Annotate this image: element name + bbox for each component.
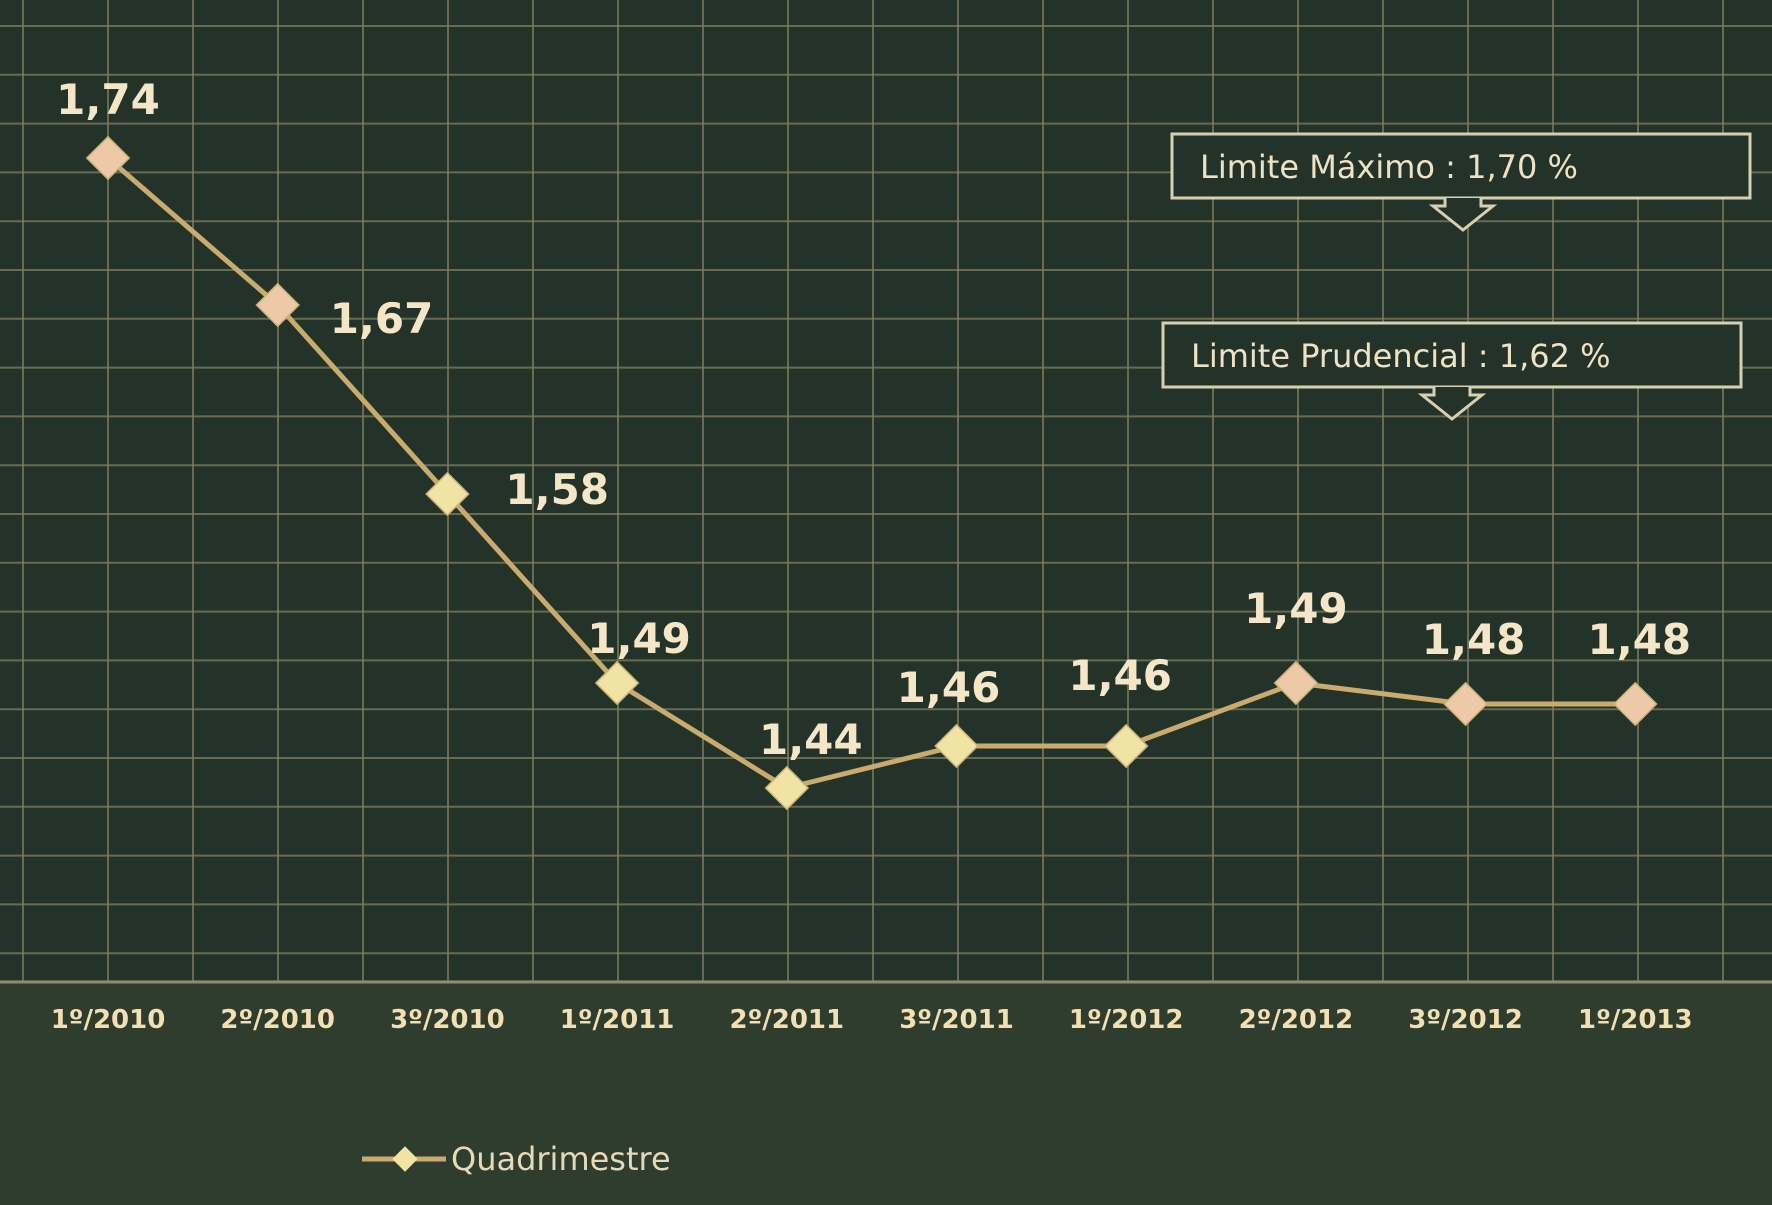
data-label: 1,67 — [330, 294, 434, 343]
legend-label: Quadrimestre — [451, 1140, 671, 1178]
data-label: 1,44 — [759, 715, 863, 764]
data-label: 1,74 — [56, 75, 160, 124]
limit-lines: Limite Máximo : 1,70 % Limite Prudencial … — [0, 132, 1772, 458]
limit-callout-arrow — [1428, 198, 1498, 232]
data-label: 1,49 — [587, 614, 691, 663]
data-label: 1,46 — [1068, 651, 1172, 700]
x-tick-label: 1º/2013 — [1578, 1005, 1693, 1035]
x-tick-label: 3º/2012 — [1408, 1005, 1523, 1035]
data-point-marker — [1273, 660, 1319, 706]
x-tick-label: 2º/2010 — [220, 1005, 335, 1035]
data-label: 1,58 — [505, 465, 609, 514]
x-tick-label: 3º/2010 — [390, 1005, 505, 1035]
data-point-marker — [764, 765, 810, 811]
data-point-marker — [934, 723, 979, 769]
data-label: 1,48 — [1587, 615, 1691, 664]
data-label: 1,46 — [897, 663, 1001, 712]
limit-callout-box — [1170, 132, 1752, 200]
data-point-marker — [425, 471, 470, 517]
data-label: 1,49 — [1244, 584, 1348, 633]
series-line — [106, 156, 1636, 791]
x-tick-label: 1º/2012 — [1069, 1005, 1184, 1035]
x-tick-label: 1º/2010 — [51, 1005, 166, 1035]
limit-callout-arrow — [1417, 387, 1487, 421]
data-point-marker — [1103, 723, 1149, 769]
data-label: 1,48 — [1422, 615, 1526, 664]
data-point-marker — [255, 282, 300, 328]
data-point-marker — [1613, 681, 1658, 727]
limit-callout-box — [1161, 321, 1743, 389]
data-point-marker — [1443, 681, 1488, 727]
data-point-marker — [85, 135, 131, 181]
x-tick-label: 2º/2012 — [1239, 1005, 1354, 1035]
x-tick-label: 3º/2011 — [899, 1005, 1014, 1035]
legend: Quadrimestre — [362, 1140, 671, 1178]
x-tick-label: 1º/2011 — [560, 1005, 675, 1035]
limit-label: Limite Máximo : 1,70 % — [1200, 148, 1578, 186]
data-point-marker — [594, 660, 640, 706]
series-quadrimestre: 1,74 1,67 1,58 1,49 1,44 1,46 1,46 1,49 1,48 1,48 — [56, 75, 1691, 811]
gridlines — [0, 0, 1772, 982]
x-axis-ticks: 1º/2010 2º/2010 3º/2010 1º/2011 2º/2011 3º/20… — [51, 1005, 1693, 1035]
x-tick-label: 2º/2011 — [729, 1005, 844, 1035]
limit-label: Limite Prudencial : 1,62 % — [1191, 337, 1611, 375]
